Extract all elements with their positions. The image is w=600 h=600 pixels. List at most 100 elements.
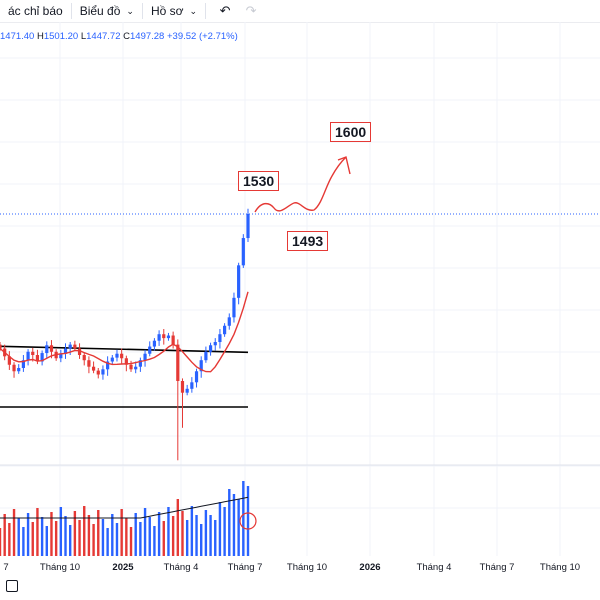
bottom-bar <box>0 578 600 600</box>
candle-body <box>35 355 40 362</box>
volume-bar <box>237 499 240 556</box>
candle-body <box>129 364 133 370</box>
candle-body <box>7 356 11 365</box>
candle-body <box>199 360 203 372</box>
candle-body <box>49 345 54 352</box>
candle-body <box>162 334 166 339</box>
candle-body <box>171 335 175 345</box>
volume-bar <box>8 523 11 556</box>
volume-bar <box>143 508 147 556</box>
candle-body <box>232 297 236 318</box>
undo-icon[interactable]: ↶ <box>219 3 231 18</box>
candle-body <box>77 348 82 356</box>
volume-bar <box>214 520 217 556</box>
volume-bar <box>17 518 20 556</box>
forecast-arrowhead <box>337 156 351 175</box>
candle-body <box>68 344 72 349</box>
volume-bar <box>195 515 198 556</box>
volume-bar <box>157 512 161 556</box>
volume-bar <box>111 514 114 556</box>
candle-body <box>241 238 245 266</box>
volume-bar <box>36 508 39 556</box>
redo-icon[interactable]: ↷ <box>245 3 257 18</box>
chart-label: Biểu đồ <box>79 4 121 18</box>
x-tick-label: 7 <box>3 562 9 573</box>
volume-bar <box>115 523 119 556</box>
candle-body <box>138 360 142 367</box>
profile-button[interactable]: Hồ sơ ⌄ <box>143 0 205 22</box>
current-annotation[interactable]: 1493 <box>287 231 329 251</box>
candle-body <box>17 368 21 372</box>
candle-body <box>218 334 222 343</box>
candle-body <box>12 364 16 372</box>
high-label: H <box>36 31 44 42</box>
volume-bar <box>101 519 105 556</box>
candle-body <box>96 370 100 375</box>
volume-bar <box>31 522 34 556</box>
indicators-label: ác chỉ báo <box>8 4 63 18</box>
volume-bar <box>176 499 180 556</box>
chart-grid <box>0 22 600 556</box>
channel-top-line <box>0 345 249 354</box>
target-value: 1600 <box>335 124 367 140</box>
volume-bar <box>125 518 128 556</box>
candle-body <box>124 358 128 365</box>
candle-body <box>106 361 110 370</box>
volume-bar <box>12 509 16 556</box>
high-value: 1501.20 <box>43 31 79 42</box>
x-tick-label: 2026 <box>359 562 381 573</box>
candlestick-series <box>0 208 250 461</box>
volume-bar <box>50 512 53 556</box>
volume-bar <box>153 526 156 556</box>
volume-bar <box>22 527 25 556</box>
resistance-annotation[interactable]: 1530 <box>238 171 280 191</box>
candle-body <box>59 353 63 359</box>
candle-body <box>110 357 114 362</box>
candle-body <box>26 351 30 361</box>
volume-bar <box>134 513 137 556</box>
volume-bar <box>59 507 63 556</box>
volume-bar <box>40 517 44 556</box>
volume-bar <box>54 521 58 556</box>
forecast-arrow-path <box>254 156 347 213</box>
x-tick-label: Tháng 4 <box>416 562 452 573</box>
candle-body <box>21 360 25 369</box>
candle-body <box>166 335 171 339</box>
candle-body <box>246 214 250 239</box>
volume-bar <box>223 507 226 556</box>
volume-bar <box>106 528 109 556</box>
chart-type-button[interactable]: Biểu đồ ⌄ <box>72 0 142 22</box>
volume-bar <box>92 524 95 556</box>
x-tick-label: Tháng 7 <box>479 562 515 573</box>
moving-average-line <box>0 291 249 373</box>
x-tick-label: Tháng 10 <box>539 562 581 573</box>
toolbar-divider <box>70 3 72 19</box>
price-chart[interactable] <box>0 22 600 558</box>
open-value: 1471.40 <box>0 31 35 42</box>
close-value: 1497.28 <box>130 31 165 42</box>
volume-series <box>0 481 250 556</box>
x-tick-label: Tháng 10 <box>39 562 81 573</box>
x-tick-label: 2025 <box>112 562 134 573</box>
candle-body <box>63 348 68 354</box>
candle-body <box>120 353 124 359</box>
square-icon[interactable] <box>6 580 18 592</box>
volume-bar <box>242 481 245 556</box>
indicators-button[interactable]: ác chỉ báo <box>0 0 71 22</box>
volume-bar <box>190 506 194 556</box>
volume-bar <box>78 520 81 556</box>
top-toolbar: ác chỉ báo Biểu đồ ⌄ Hồ sơ ⌄ ↶ ↷ <box>0 0 600 23</box>
candle-body <box>87 360 91 367</box>
price-channel <box>0 345 249 408</box>
volume-bar <box>228 489 231 556</box>
target-annotation[interactable]: 1600 <box>330 122 372 142</box>
volume-bar <box>185 520 189 556</box>
volume-bar <box>120 509 123 556</box>
x-tick-label: Tháng 7 <box>227 562 263 573</box>
volume-bar <box>87 515 91 556</box>
x-tick-label: Tháng 10 <box>286 562 328 573</box>
volume-bar <box>97 510 100 556</box>
volume-bar <box>246 486 250 556</box>
candle-body <box>237 265 241 298</box>
resistance-value: 1530 <box>243 173 275 189</box>
